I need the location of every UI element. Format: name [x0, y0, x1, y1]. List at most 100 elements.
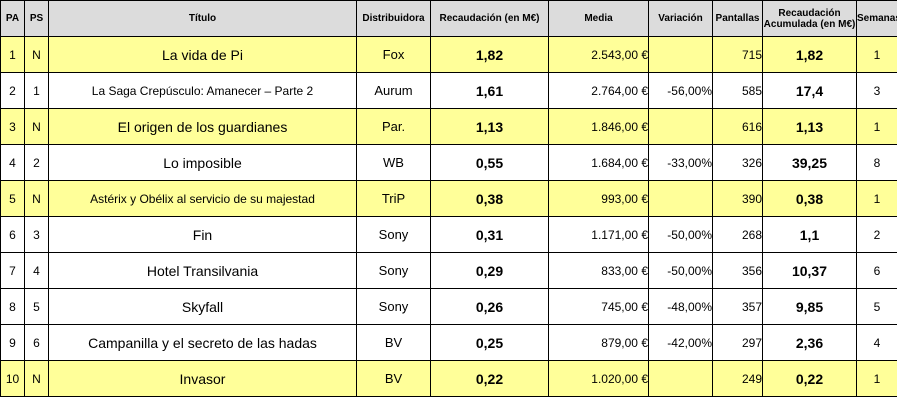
screens-cell: 297	[712, 324, 763, 361]
screens-cell: 326	[712, 144, 763, 181]
previous-rank-cell: 3	[24, 216, 49, 253]
title-cell: Lo imposible	[48, 144, 357, 181]
gross-cell: 0,31	[430, 216, 549, 253]
distributor-cell: Sony	[356, 288, 431, 325]
average-cell: 1.020,00 €	[548, 360, 649, 397]
title-cell: Astérix y Obélix al servicio de su majes…	[48, 180, 357, 217]
gross-cell: 0,55	[430, 144, 549, 181]
weeks-cell: 3	[856, 72, 897, 109]
rank-cell: 10	[0, 360, 25, 397]
previous-rank-cell: N	[24, 36, 49, 73]
rank-cell: 6	[0, 216, 25, 253]
screens-cell: 616	[712, 108, 763, 145]
distributor-cell: TriP	[356, 180, 431, 217]
gross-cell: 1,13	[430, 108, 549, 145]
previous-rank-cell: 5	[24, 288, 49, 325]
weeks-cell: 1	[856, 36, 897, 73]
cumulative-gross-cell: 0,22	[762, 360, 857, 397]
average-cell: 2.543,00 €	[548, 36, 649, 73]
previous-rank-cell: N	[24, 180, 49, 217]
title-cell: La vida de Pi	[48, 36, 357, 73]
variation-cell: -56,00%	[648, 72, 713, 109]
table-row: 2 1 La Saga Crepúsculo: Amanecer – Parte 2…	[0, 72, 897, 109]
rank-cell: 3	[0, 108, 25, 145]
header-recaudacion: Recaudación (en M€)	[430, 0, 549, 37]
average-cell: 1.846,00 €	[548, 108, 649, 145]
distributor-cell: Sony	[356, 252, 431, 289]
cumulative-gross-cell: 2,36	[762, 324, 857, 361]
gross-cell: 0,25	[430, 324, 549, 361]
table-row: 6 3 Fin Sony 0,31 1.171,00 € -50,00% 268 1,1 2	[0, 216, 897, 253]
title-cell: El origen de los guardianes	[48, 108, 357, 145]
variation-cell: -50,00%	[648, 216, 713, 253]
screens-cell: 715	[712, 36, 763, 73]
variation-cell: -33,00%	[648, 144, 713, 181]
header-titulo: Título	[48, 0, 357, 37]
title-cell: Campanilla y el secreto de las hadas	[48, 324, 357, 361]
table-body: 1 N La vida de Pi Fox 1,82 2.543,00 €715 1,82 1…	[0, 36, 897, 397]
average-cell: 879,00 €	[548, 324, 649, 361]
gross-cell: 0,26	[430, 288, 549, 325]
average-cell: 745,00 €	[548, 288, 649, 325]
header-acumulada: Recaudación Acumulada (en M€)	[762, 0, 857, 37]
table-row: 3 N El origen de los guardianes Par. 1,13 1.8…	[0, 108, 897, 145]
screens-cell: 268	[712, 216, 763, 253]
weeks-cell: 6	[856, 252, 897, 289]
header-media: Media	[548, 0, 649, 37]
weeks-cell: 8	[856, 144, 897, 181]
previous-rank-cell: 6	[24, 324, 49, 361]
cumulative-gross-cell: 39,25	[762, 144, 857, 181]
header-semanas: Semanas	[856, 0, 897, 37]
screens-cell: 585	[712, 72, 763, 109]
weeks-cell: 2	[856, 216, 897, 253]
average-cell: 1.171,00 €	[548, 216, 649, 253]
screens-cell: 357	[712, 288, 763, 325]
cumulative-gross-cell: 0,38	[762, 180, 857, 217]
rank-cell: 2	[0, 72, 25, 109]
screens-cell: 356	[712, 252, 763, 289]
weeks-cell: 1	[856, 360, 897, 397]
weeks-cell: 4	[856, 324, 897, 361]
cumulative-gross-cell: 1,1	[762, 216, 857, 253]
gross-cell: 0,38	[430, 180, 549, 217]
rank-cell: 9	[0, 324, 25, 361]
rank-cell: 8	[0, 288, 25, 325]
distributor-cell: Aurum	[356, 72, 431, 109]
title-cell: Invasor	[48, 360, 357, 397]
gross-cell: 0,22	[430, 360, 549, 397]
table-row: 4 2 Lo imposible WB 0,55 1.684,00 € -33,00% 326…	[0, 144, 897, 181]
weeks-cell: 1	[856, 108, 897, 145]
variation-cell: -42,00%	[648, 324, 713, 361]
average-cell: 1.684,00 €	[548, 144, 649, 181]
table-row: 8 5 Skyfall Sony 0,26 745,00 € -48,00% 357 9,85 5	[0, 288, 897, 325]
gross-cell: 1,61	[430, 72, 549, 109]
distributor-cell: WB	[356, 144, 431, 181]
cumulative-gross-cell: 1,13	[762, 108, 857, 145]
cumulative-gross-cell: 1,82	[762, 36, 857, 73]
cumulative-gross-cell: 10,37	[762, 252, 857, 289]
distributor-cell: BV	[356, 324, 431, 361]
title-cell: Skyfall	[48, 288, 357, 325]
header-pantallas: Pantallas	[712, 0, 763, 37]
variation-cell	[648, 36, 713, 73]
distributor-cell: Fox	[356, 36, 431, 73]
gross-cell: 0,29	[430, 252, 549, 289]
previous-rank-cell: 4	[24, 252, 49, 289]
header-variacion: Variación	[648, 0, 713, 37]
average-cell: 2.764,00 €	[548, 72, 649, 109]
variation-cell: -48,00%	[648, 288, 713, 325]
table-row: 5 N Astérix y Obélix al servicio de su maj…	[0, 180, 897, 217]
cumulative-gross-cell: 9,85	[762, 288, 857, 325]
rank-cell: 5	[0, 180, 25, 217]
weeks-cell: 5	[856, 288, 897, 325]
header-ps: PS	[24, 0, 49, 37]
screens-cell: 249	[712, 360, 763, 397]
rank-cell: 4	[0, 144, 25, 181]
previous-rank-cell: N	[24, 108, 49, 145]
table-row: 10 N Invasor BV 0,22 1.020,00 €249 0,22 1	[0, 360, 897, 397]
screens-cell: 390	[712, 180, 763, 217]
variation-cell: -50,00%	[648, 252, 713, 289]
weeks-cell: 1	[856, 180, 897, 217]
header-row: PA PS Título Distribuidora Recaudación (…	[0, 0, 897, 37]
rank-cell: 1	[0, 36, 25, 73]
